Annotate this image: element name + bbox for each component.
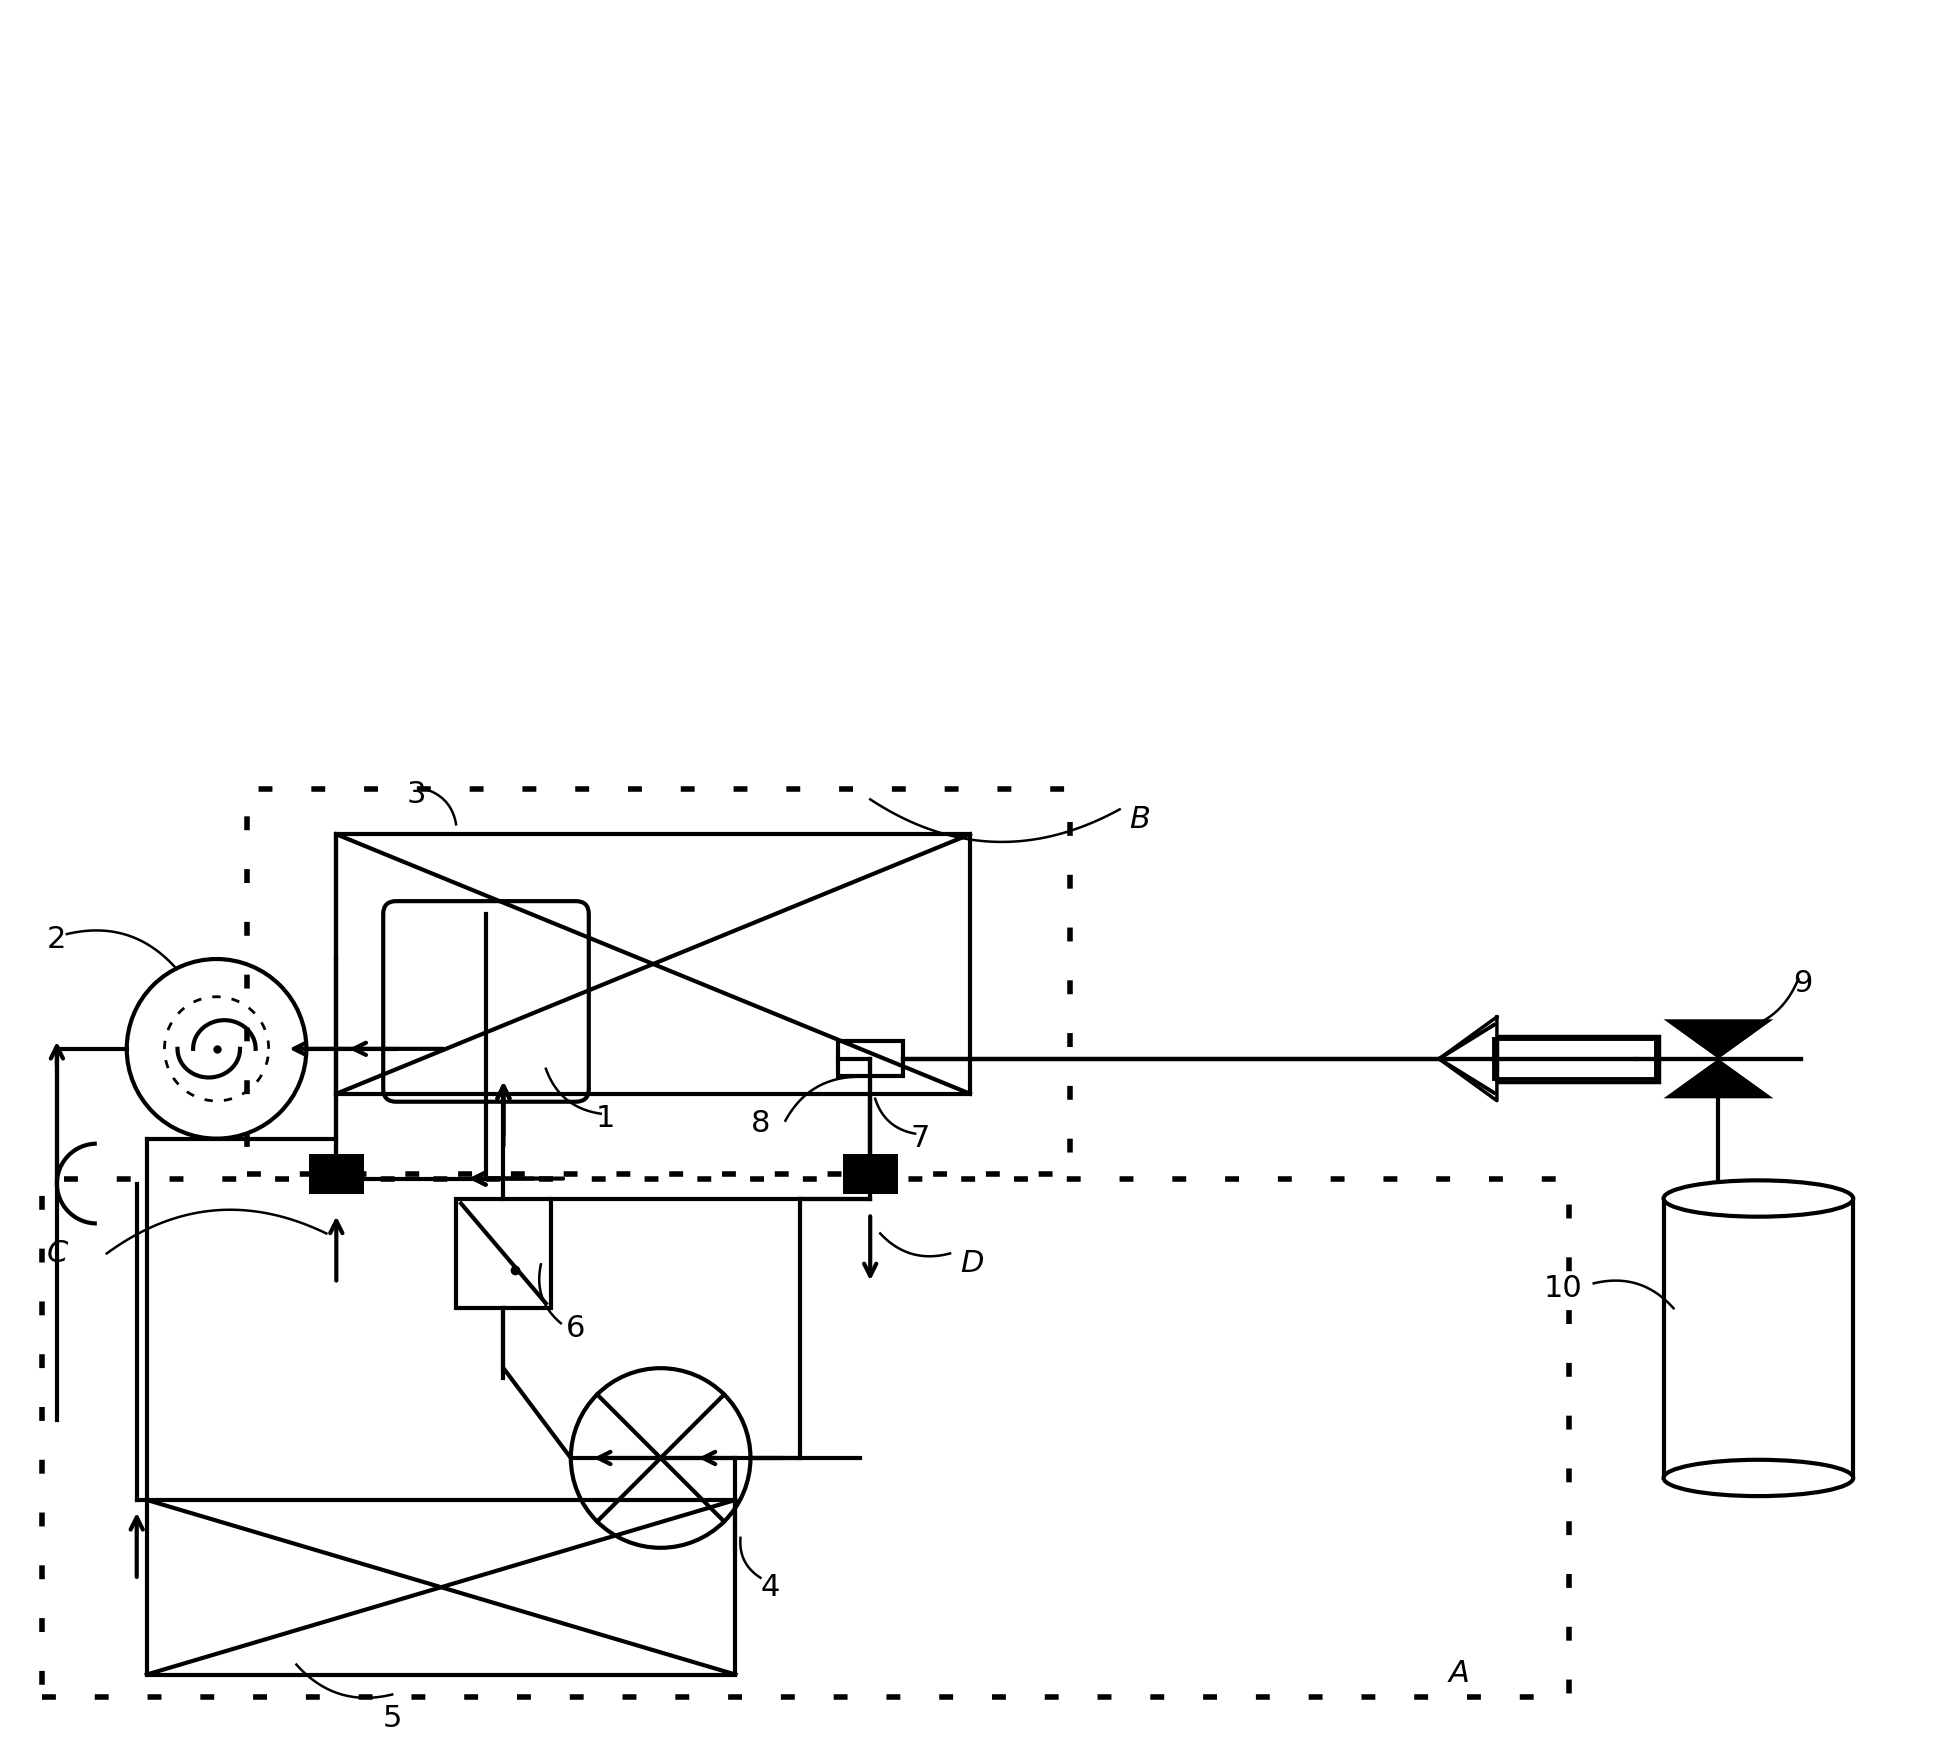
Bar	[1663, 1198, 1852, 1478]
Text: 10: 10	[1544, 1274, 1583, 1302]
Bar	[146, 1501, 735, 1675]
Ellipse shape	[1663, 1459, 1852, 1496]
Bar	[838, 1041, 903, 1076]
Bar	[1494, 1039, 1656, 1079]
Bar	[842, 1154, 897, 1194]
Text: D: D	[959, 1248, 983, 1278]
Polygon shape	[1663, 1018, 1773, 1059]
Text: B: B	[1129, 804, 1150, 834]
Text: 8: 8	[751, 1109, 770, 1139]
Bar	[308, 1154, 365, 1194]
Text: C: C	[47, 1240, 68, 1267]
Text: 7: 7	[911, 1125, 930, 1153]
Ellipse shape	[1663, 1180, 1852, 1217]
Bar	[1498, 1036, 1659, 1081]
Text: 2: 2	[47, 924, 66, 954]
Text: 4: 4	[760, 1574, 780, 1602]
Text: 9: 9	[1794, 970, 1814, 999]
Bar	[43, 1179, 1568, 1697]
Bar	[456, 1198, 552, 1307]
Text: 6: 6	[566, 1314, 585, 1342]
Text: 3: 3	[406, 780, 425, 810]
Bar	[246, 789, 1071, 1173]
Text: 1: 1	[597, 1104, 614, 1133]
Text: A: A	[1449, 1659, 1470, 1687]
Text: 5: 5	[382, 1704, 402, 1734]
Bar	[335, 834, 969, 1093]
Polygon shape	[1663, 1059, 1773, 1099]
